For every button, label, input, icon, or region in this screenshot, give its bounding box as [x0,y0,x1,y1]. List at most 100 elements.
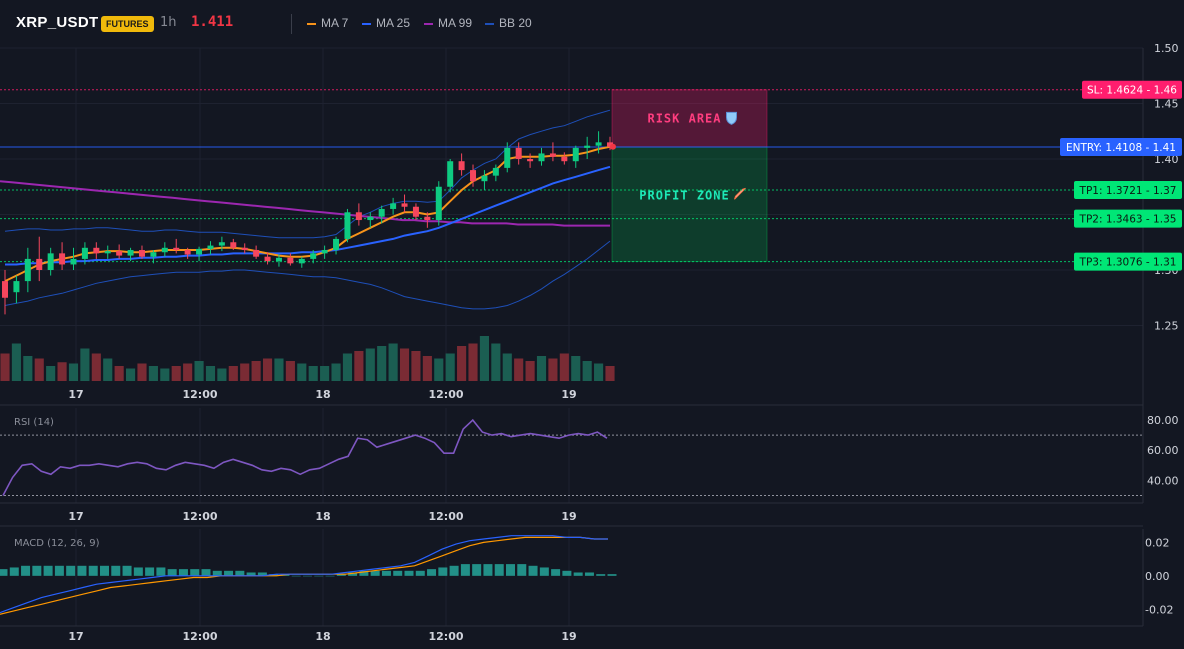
macd-hist-bar [494,564,504,576]
candle-body [447,161,454,187]
macd-hist-bar [257,572,267,576]
macd-hist-bar [483,564,493,576]
macd-hist-bar [246,572,256,576]
volume-bar [23,356,33,381]
volume-bar [217,368,227,381]
level-tag-label-entry: ENTRY: 1.4108 - 1.41 [1066,142,1176,154]
volume-bar [57,362,67,381]
macd-pane: MACD (12, 26, 9) [0,535,617,615]
macd-hist-bar [314,575,324,577]
candle-body [504,147,511,168]
risk-area-zone [611,89,768,148]
macd-hist-bar [111,565,121,576]
macd-hist-bar [573,572,583,576]
futures-badge: FUTURES [101,16,154,32]
macd-hist-bar [133,567,143,576]
volume-bar [468,343,478,381]
volume-bar [205,366,216,381]
time-tick-label: 19 [561,510,576,523]
macd-hist-bar [551,569,561,576]
candle-body [173,247,180,251]
trade-zones: RISK AREA PROFIT ZONE [611,89,768,263]
candle-body [424,216,431,221]
legend-ma99-label: MA 99 [438,16,473,30]
candle-body [367,216,374,221]
legend-ma99[interactable]: MA 99 [424,16,472,30]
bb-lower-line [4,240,611,310]
level-tag-tp2 [1074,209,1182,228]
level-tag-label-tp3: TP3: 1.3076 - 1.31 [1079,257,1177,269]
candle-body [390,203,397,209]
macd-hist-bar [359,570,369,576]
time-tick-label: 18 [315,510,330,523]
shield-icon [726,111,737,125]
candle-body [93,247,100,254]
macd-hist-bar [21,565,31,576]
legend-bb20[interactable]: BB 20 [485,16,532,30]
trade-levels [0,89,1143,263]
candles [2,131,616,315]
time-tick-label: 12:00 [428,630,463,643]
candle-body [344,212,351,239]
ma25-line [5,165,611,266]
macd-hist-bar [370,570,380,576]
time-tick-label: 12:00 [182,510,217,523]
candle-body [241,247,248,251]
macd-line [0,535,608,614]
candle-body [458,161,465,171]
time-tick-label: 19 [561,630,576,643]
last-price: 1.411 [191,14,234,30]
candle-body [298,258,305,264]
macd-hist-bar [9,567,19,576]
candle-body [230,242,237,248]
ma25-swatch [362,22,371,25]
macd-hist-bar [54,565,64,576]
chart-header: XRP_USDT FUTURES 1h 1.411 MA 7 MA 25 MA … [0,0,1184,48]
legend-bb20-label: BB 20 [499,16,532,30]
candle-body [161,247,168,253]
rsi-pane: RSI (14) [0,417,1143,496]
volume-bar [34,358,44,381]
last-price-dot [610,143,616,150]
macd-hist-bar [348,572,358,576]
volume-bar [148,366,158,381]
candle-body [595,142,602,146]
price-tick-label: 1.45 [1154,98,1179,111]
macd-hist-bar [167,569,177,576]
volume-bar [514,358,524,381]
candle-body [572,147,579,162]
volume-bar [422,356,432,381]
volume-bar [0,353,10,381]
macd-hist-bar [224,570,234,576]
macd-hist-bar [393,570,403,576]
candle-body [333,238,340,251]
volume-bar [388,343,398,381]
volume-bar [103,358,113,381]
candle-body [470,170,477,182]
macd-hist-bar [415,570,425,576]
time-tick-label: 18 [315,630,330,643]
macd-hist-bar [32,565,42,576]
candle-body [378,208,385,217]
level-tag-label-tp1: TP1: 1.3721 - 1.37 [1079,185,1177,197]
legend-ma7[interactable]: MA 7 [307,16,348,30]
macd-hist-bar [607,574,617,576]
volume-bar [183,363,193,381]
volume-bar [126,368,136,381]
candle-body [584,145,591,148]
volume-bar [11,343,21,381]
volume-bar [251,361,261,381]
grid-lines [0,47,1144,627]
macd-tick-label: 0.00 [1145,570,1170,583]
volume-bar [80,348,90,381]
candle-body [59,253,66,265]
candle-body [36,258,43,270]
macd-tick-label: -0.02 [1145,603,1173,616]
symbol-name[interactable]: XRP_USDT [16,14,99,31]
level-tag-label-tp2: TP2: 1.3463 - 1.35 [1079,214,1177,226]
timeframe-label[interactable]: 1h [160,15,177,30]
candle-body [321,250,328,254]
level-tag-entry [1060,138,1182,157]
legend-ma25[interactable]: MA 25 [362,16,410,30]
